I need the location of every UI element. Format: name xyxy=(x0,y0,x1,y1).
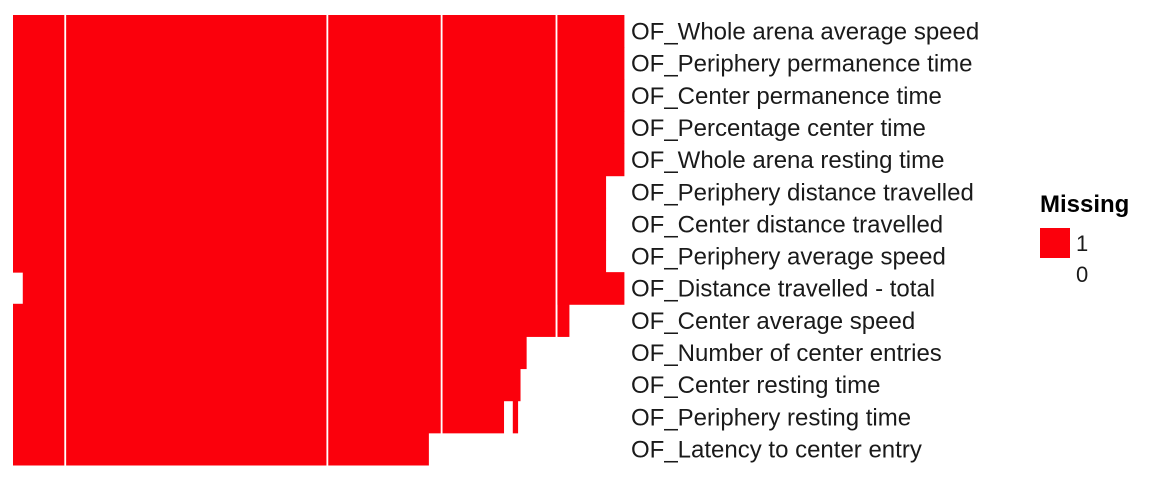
legend-swatch-missing xyxy=(1040,228,1070,258)
missing-cell-row-3-seg-0 xyxy=(13,111,625,145)
missing-cell-row-4-seg-0 xyxy=(13,143,625,177)
row-label-13: OF_Latency to center entry xyxy=(631,436,922,463)
legend-swatch-present xyxy=(1040,260,1070,290)
missing-cell-row-13-seg-0 xyxy=(13,432,429,466)
column-separator-3 xyxy=(555,14,558,466)
missing-cell-row-12-seg-0 xyxy=(13,400,505,434)
heatmap-cells xyxy=(13,15,625,466)
missing-cell-row-5-seg-0 xyxy=(13,175,607,209)
missing-cell-row-9-seg-1 xyxy=(557,304,570,337)
row-labels: OF_Whole arena average speed OF_Periphery… xyxy=(631,19,979,464)
row-label-11: OF_Center resting time xyxy=(631,372,880,399)
missing-cell-row-9-seg-0 xyxy=(13,304,556,337)
row-label-2: OF_Center permanence time xyxy=(631,83,942,110)
missing-cell-row-7-seg-0 xyxy=(13,240,607,273)
missing-cell-row-8-seg-1 xyxy=(22,272,625,305)
column-separators xyxy=(64,14,558,466)
column-separator-0 xyxy=(64,14,67,466)
missing-cell-row-0-seg-0 xyxy=(13,15,625,48)
row-label-4: OF_Whole arena resting time xyxy=(631,147,944,174)
missing-cell-row-10-seg-0 xyxy=(13,336,527,370)
row-label-8: OF_Distance travelled - total xyxy=(631,276,935,303)
missing-cell-row-1-seg-0 xyxy=(13,47,625,80)
row-label-3: OF_Percentage center time xyxy=(631,115,926,142)
legend-label-present: 0 xyxy=(1076,262,1088,287)
column-separator-2 xyxy=(440,14,443,466)
missing-cell-row-2-seg-0 xyxy=(13,79,625,112)
row-label-5: OF_Periphery distance travelled xyxy=(631,179,974,206)
row-label-0: OF_Whole arena average speed xyxy=(631,19,979,46)
row-label-1: OF_Periphery permanence time xyxy=(631,51,972,78)
row-label-7: OF_Periphery average speed xyxy=(631,244,946,271)
missing-cell-row-11-seg-0 xyxy=(13,368,521,402)
legend-label-missing: 1 xyxy=(1076,231,1088,256)
row-label-9: OF_Center average speed xyxy=(631,308,915,335)
row-label-6: OF_Center distance travelled xyxy=(631,211,943,238)
legend-title: Missing xyxy=(1040,191,1129,218)
missing-cell-row-12-seg-1 xyxy=(512,400,519,434)
row-label-10: OF_Number of center entries xyxy=(631,340,942,367)
present-cell-0 xyxy=(13,272,23,304)
row-label-12: OF_Periphery resting time xyxy=(631,404,911,431)
missing-cell-row-6-seg-0 xyxy=(13,207,607,241)
legend: Missing 1 0 xyxy=(1040,191,1129,290)
column-separator-1 xyxy=(326,14,329,466)
